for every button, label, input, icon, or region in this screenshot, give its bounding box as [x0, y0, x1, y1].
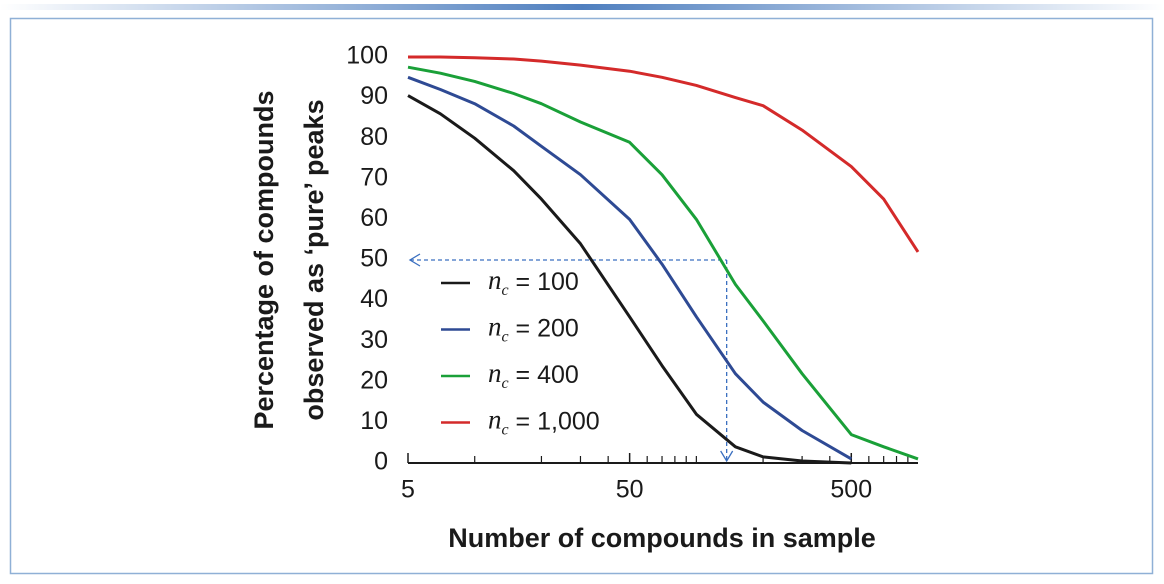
y-tick-label: 40 [360, 285, 388, 313]
top-bar [0, 4, 1164, 10]
y-tick-label: 0 [374, 448, 388, 476]
legend-subscript: c [502, 421, 509, 438]
y-tick-label: 70 [360, 163, 388, 191]
y-tick-label: 90 [360, 82, 388, 110]
series-line [407, 75, 853, 461]
y-tick-label: 60 [360, 204, 388, 232]
legend-label: nc = 100 [488, 265, 579, 298]
legend-label: nc = 400 [488, 358, 579, 391]
y-axis-title: Percentage of compounds observed as ‘pur… [249, 90, 329, 429]
y-axis-title-line: observed as ‘pure’ peaks [299, 99, 329, 420]
y-tick-label: 100 [346, 42, 388, 70]
series-line [407, 65, 919, 461]
y-tick-label: 20 [360, 366, 388, 394]
x-tick-label: 500 [830, 476, 872, 504]
legend-text: = 100 [509, 268, 579, 296]
series-line [407, 94, 852, 465]
legend-text: = 400 [509, 361, 579, 389]
y-tick-label: 50 [360, 245, 388, 273]
arrow-head [408, 253, 421, 267]
legend-subscript: c [502, 328, 509, 345]
y-tick-label: 80 [360, 123, 388, 151]
series-line [408, 55, 920, 253]
legend-subscript: c [502, 282, 509, 299]
legend-label: nc = 200 [488, 312, 579, 345]
y-axis-title-line: Percentage of compounds [249, 90, 279, 429]
legend-symbol: n [488, 405, 502, 435]
legend-subscript: c [502, 375, 509, 392]
legend-label: nc = 1,000 [488, 405, 600, 438]
arrow-head [720, 450, 734, 463]
legend-symbol: n [488, 312, 502, 342]
x-axis-title: Number of compounds in sample [448, 523, 876, 553]
x-tick-label: 50 [616, 476, 644, 504]
y-tick-label: 10 [360, 407, 388, 435]
legend-text: = 1,000 [509, 407, 600, 435]
frame [9, 17, 1154, 575]
legend-symbol: n [488, 358, 502, 388]
legend-text: = 200 [509, 314, 579, 342]
y-tick-label: 30 [360, 326, 388, 354]
legend-symbol: n [488, 265, 502, 295]
x-tick-label: 5 [401, 476, 415, 504]
